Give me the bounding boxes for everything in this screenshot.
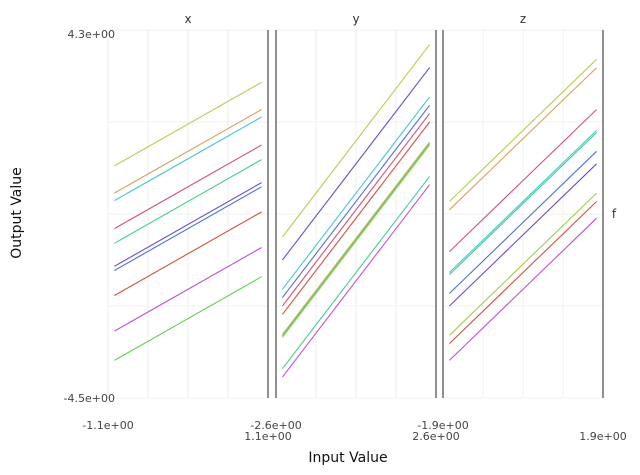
series-line-y-10 [281,184,431,378]
x-tick-label-z-min: -1.9e+00 [417,419,468,432]
series-line-x-5 [114,182,262,267]
x-tick-label-y-max: 2.6e+00 [412,430,459,443]
series-line-y-2 [281,96,431,290]
y-axis-title: Output Value [9,167,25,259]
series-line-x-7 [114,211,262,296]
panel-strip-title-x: x [184,12,191,26]
series-line-y-5 [281,121,431,315]
series-line-z-8 [449,201,597,344]
x-tick-label-x-max: 1.1e+00 [244,430,291,443]
series-line-x-8 [114,247,262,332]
series-line-x-0 [114,81,262,167]
right-strip-label: f [612,207,617,221]
series-line-x-3 [114,144,262,230]
series-line-y-1 [281,67,431,261]
series-line-x-4 [114,159,262,244]
panels-layer: x -1.1e+00 1.1e+00 y -2.6e+00 2.6e+00 z -1.9e+0… [82,12,626,443]
series-line-z-5 [449,150,597,294]
x-tick-label-y-min: -2.6e+00 [250,419,301,432]
series-line-x-6 [114,186,262,271]
x-tick-label-z-max: 1.9e+00 [579,430,626,443]
panel-z: z -1.9e+00 1.9e+00 [417,12,626,443]
panel-strip-title-y: y [352,12,359,26]
series-line-x-1 [114,109,262,194]
series-line-y-9 [281,176,431,370]
series-line-x-2 [114,116,262,202]
series-line-z-1 [449,67,597,211]
series-line-y-3 [281,104,431,298]
series-line-z-9 [449,217,597,361]
x-axis-title: Input Value [308,450,387,466]
series-line-y-7 [281,143,431,337]
series-line-z-6 [449,163,597,307]
series-line-z-4 [449,132,597,275]
x-tick-label-x-min: -1.1e+00 [82,419,133,432]
series-line-z-7 [449,192,597,336]
series-line-z-0 [449,58,597,202]
panel-strip-title-z: z [520,12,526,26]
panel-x: x -1.1e+00 1.1e+00 [82,12,291,443]
y-tick-label-top: 4.3e+00 [68,28,115,41]
series-line-y-6 [281,141,431,335]
series-line-x-9 [114,276,262,361]
series-line-y-4 [281,113,431,307]
series-line-y-8 [281,144,431,338]
series-line-y-0 [281,44,431,238]
series-line-z-2 [449,109,597,252]
series-line-z-3 [449,130,597,273]
panel-y: y -2.6e+00 2.6e+00 [250,12,459,443]
y-tick-label-bottom: -4.5e+00 [64,392,115,405]
